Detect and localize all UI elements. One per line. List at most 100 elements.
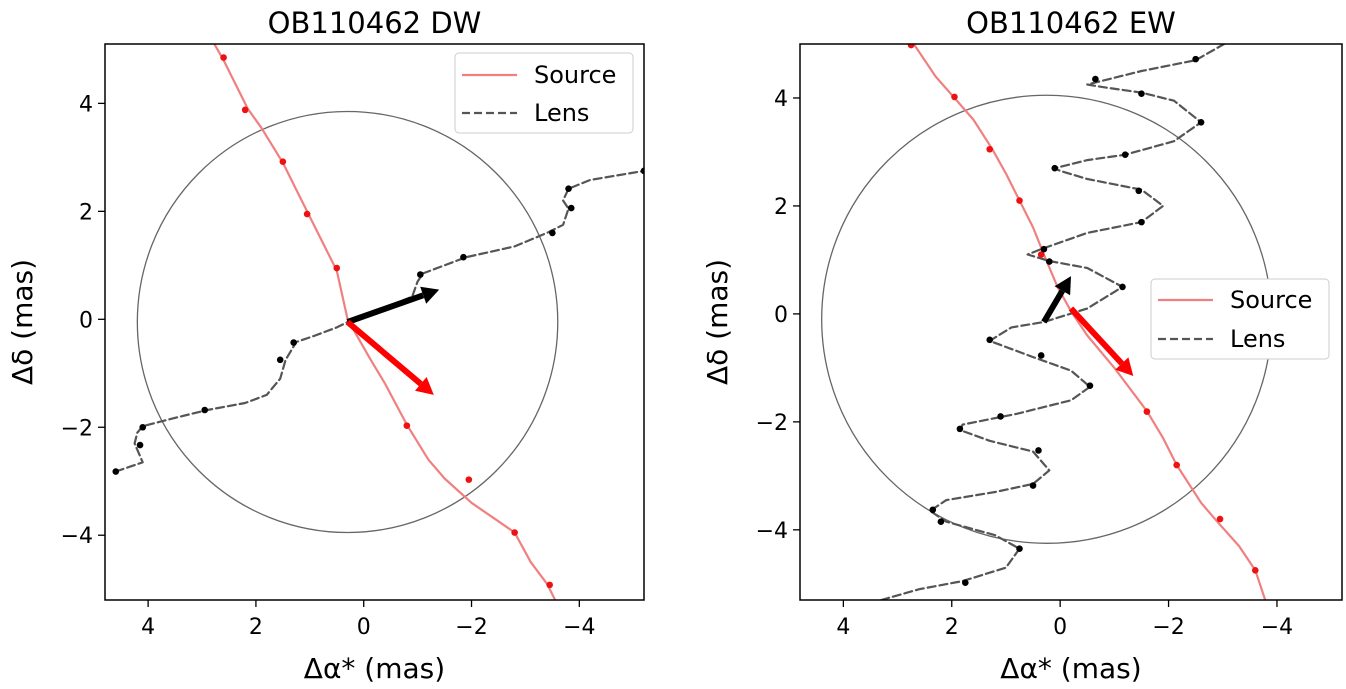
y-tick-label: −4 (61, 524, 93, 549)
lens-epoch-point (1138, 90, 1145, 97)
legend-ew: Source Lens (1150, 278, 1330, 360)
lens-epoch-point (937, 518, 945, 526)
panel-dw: OB110462 DW 4 2 0 −2 −4 −4 −2 0 2 4 Δα* (mas) Δδ… (6, 6, 645, 685)
x-tick-label: −4 (563, 615, 595, 640)
source-epoch-point (279, 158, 287, 165)
panel-ew: OB110462 EW 4 2 0 −2 −4 −4 −2 0 2 4 Δα* (mas) Δδ… (701, 6, 1343, 685)
source-epoch-point (951, 93, 958, 101)
legend-lens-label: Lens (1230, 325, 1285, 353)
legend-lens-label: Lens (534, 99, 589, 127)
lens-epoch-point (417, 271, 424, 278)
source-motion-arrow (1068, 306, 1134, 376)
source-epoch-point (1143, 408, 1151, 415)
source-epoch-point (1016, 197, 1023, 204)
plot-content-dw (112, 44, 644, 600)
source-motion-arrow-shaft (1068, 306, 1124, 366)
source-epoch-point (1037, 251, 1045, 258)
x-tick-label: −2 (455, 615, 487, 640)
plot-content-ew (821, 44, 1273, 600)
lens-epoch-point (1135, 187, 1143, 195)
source-track-line (213, 44, 557, 600)
x-tick-label: 4 (836, 615, 850, 640)
y-tick-label: 4 (774, 87, 788, 112)
x-tick-label: −2 (1152, 615, 1184, 640)
legend-dw: Source Lens (454, 52, 634, 134)
einstein-ring-circle (136, 110, 559, 534)
lens-epoch-point (1138, 218, 1145, 226)
chart-title-dw: OB110462 DW (268, 6, 482, 40)
lens-epoch-point (1092, 75, 1099, 83)
source-epoch-point (220, 54, 227, 61)
x-tick-label: 2 (249, 615, 263, 640)
x-ticks-ew: 4 2 0 −2 −4 (836, 600, 1293, 640)
x-ticks-dw: 4 2 0 −2 −4 (141, 600, 596, 640)
lens-epoch-point (201, 406, 209, 414)
lens-epoch-point (1192, 55, 1199, 63)
lens-motion-arrow-shaft (1041, 289, 1065, 324)
lens-epoch-point (567, 204, 575, 212)
y-ticks-dw: −4 −2 0 2 4 (61, 92, 105, 549)
x-tick-label: 4 (141, 615, 155, 640)
source-epoch-point (907, 44, 915, 49)
y-tick-label: 2 (774, 195, 788, 220)
legend-source-label: Source (1230, 286, 1312, 314)
x-tick-label: −4 (1261, 615, 1293, 640)
lens-epoch-point (460, 253, 467, 261)
lens-epoch-point (1046, 258, 1053, 265)
lens-epoch-point (1086, 382, 1094, 389)
y-tick-label: 0 (79, 308, 93, 333)
lens-motion-arrow-shaft (346, 292, 425, 325)
lens-epoch-point (1197, 118, 1205, 126)
lens-epoch-point (112, 468, 120, 475)
x-tick-label: 0 (1053, 615, 1067, 640)
lens-epoch-point (565, 185, 572, 192)
y-tick-label: −4 (756, 519, 788, 544)
lens-epoch-point (986, 336, 993, 344)
x-tick-label: 0 (357, 615, 371, 640)
source-epoch-point (1173, 461, 1180, 469)
x-tick-label: 2 (945, 615, 959, 640)
source-motion-arrow-head (415, 377, 434, 395)
y-tick-label: 4 (79, 92, 93, 117)
lens-epoch-point (997, 413, 1004, 420)
source-epoch-point (465, 476, 473, 483)
source-epoch-point (986, 145, 993, 153)
source-epoch-point (403, 422, 411, 429)
lens-motion-arrow (1041, 276, 1071, 324)
lens-epoch-point (962, 579, 969, 587)
source-motion-arrow (345, 319, 434, 395)
lens-motion-arrow (346, 286, 440, 325)
source-track-line (912, 44, 1267, 600)
y-tick-label: −2 (61, 416, 93, 441)
lens-track-line (114, 169, 644, 473)
lens-epoch-point (1037, 352, 1045, 359)
y-axis-label-dw: Δδ (mas) (6, 259, 39, 385)
lens-motion-arrow-head (1054, 276, 1071, 296)
lens-epoch-point (136, 441, 144, 449)
source-epoch-point (1251, 567, 1259, 574)
lens-epoch-point (1016, 545, 1023, 553)
source-motion-arrow-head (1115, 357, 1134, 376)
y-tick-label: 2 (79, 200, 93, 225)
lens-epoch-point (1119, 283, 1126, 291)
lens-epoch-point (1051, 164, 1059, 172)
lens-epoch-point (1035, 447, 1042, 454)
source-epoch-point (333, 264, 341, 272)
source-epoch-point (1216, 515, 1224, 523)
y-ticks-ew: −4 −2 0 2 4 (756, 87, 800, 544)
y-axis-label-ew: Δδ (mas) (701, 259, 734, 385)
axes-frame-ew (799, 43, 1343, 601)
lens-track-line (880, 44, 1227, 600)
lens-epoch-point (956, 425, 964, 433)
lens-epoch-point (929, 506, 937, 514)
y-tick-label: 0 (774, 303, 788, 328)
lens-epoch-point (1121, 151, 1129, 158)
lens-epoch-point (1029, 482, 1037, 489)
lens-epoch-point (549, 229, 556, 237)
source-epoch-point (511, 529, 518, 536)
lens-epoch-point (290, 339, 297, 346)
y-tick-label: −2 (756, 411, 788, 436)
x-axis-label-ew: Δα* (mas) (1000, 652, 1141, 685)
lens-epoch-point (1040, 245, 1048, 253)
